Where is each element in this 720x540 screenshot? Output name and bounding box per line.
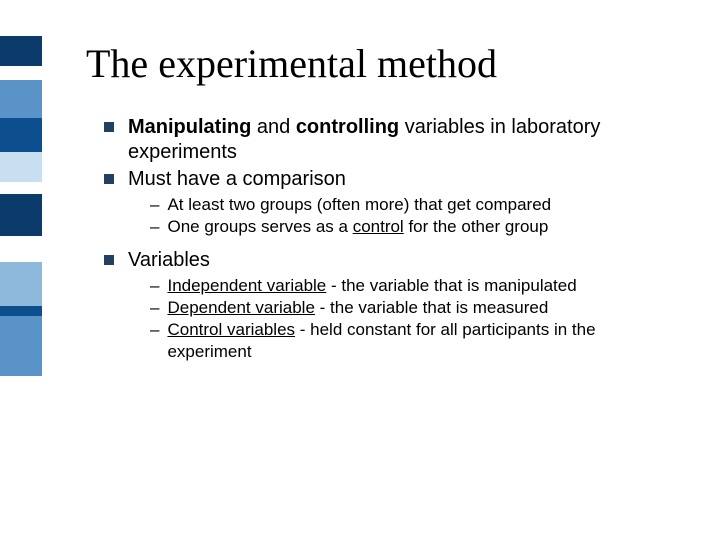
sub-bullet-item: – One groups serves as a control for the… [150,216,680,238]
bullet-item: Variables [104,248,680,273]
text-underline: Independent variable [167,276,326,295]
text: One groups serves as a [167,217,352,236]
sidebar-segment [0,316,42,376]
dash-icon: – [150,216,159,238]
square-bullet-icon [104,174,114,184]
sidebar-segment [0,152,42,182]
sidebar-segment [0,182,42,194]
sidebar-segment [0,36,42,66]
sub-bullet-text: Dependent variable - the variable that i… [167,297,548,319]
text: - the variable that is measured [315,298,548,317]
sidebar-segment [0,236,42,262]
bullet-item: Manipulating and controlling variables i… [104,115,680,165]
square-bullet-icon [104,255,114,265]
dash-icon: – [150,194,159,216]
sidebar-segment [0,0,42,36]
text: - the variable that is manipulated [326,276,576,295]
decorative-sidebar [0,0,42,540]
square-bullet-icon [104,122,114,132]
sidebar-segment [0,262,42,306]
text-bold: controlling [296,116,399,138]
text: for the other group [404,217,549,236]
slide-content: The experimental method Manipulating and… [86,40,680,364]
sub-bullet-item: – Dependent variable - the variable that… [150,297,680,319]
sidebar-segment [0,66,42,80]
text-bold: Manipulating [128,116,251,138]
sidebar-segment [0,118,42,152]
sidebar-segment [0,194,42,236]
dash-icon: – [150,297,159,319]
bullet-text: Manipulating and controlling variables i… [128,115,680,165]
sidebar-segment [0,306,42,316]
text-underline: control [353,217,404,236]
sidebar-segment [0,80,42,118]
text: and [251,116,295,138]
bullet-text: Variables [128,248,210,273]
sub-bullet-text: Control variables - held constant for al… [167,319,680,363]
sub-bullet-text: One groups serves as a control for the o… [167,216,548,238]
bullet-text: Must have a comparison [128,167,346,192]
text-underline: Control variables [167,320,295,339]
sub-bullet-item: – Independent variable - the variable th… [150,275,680,297]
sub-bullet-text: At least two groups (often more) that ge… [167,194,551,216]
text-underline: Dependent variable [167,298,314,317]
sidebar-segment [0,376,42,540]
sub-bullet-item: – Control variables - held constant for … [150,319,680,363]
dash-icon: – [150,319,159,341]
bullet-item: Must have a comparison [104,167,680,192]
slide-title: The experimental method [86,40,680,87]
sub-bullet-text: Independent variable - the variable that… [167,275,576,297]
sub-bullet-item: – At least two groups (often more) that … [150,194,680,216]
dash-icon: – [150,275,159,297]
